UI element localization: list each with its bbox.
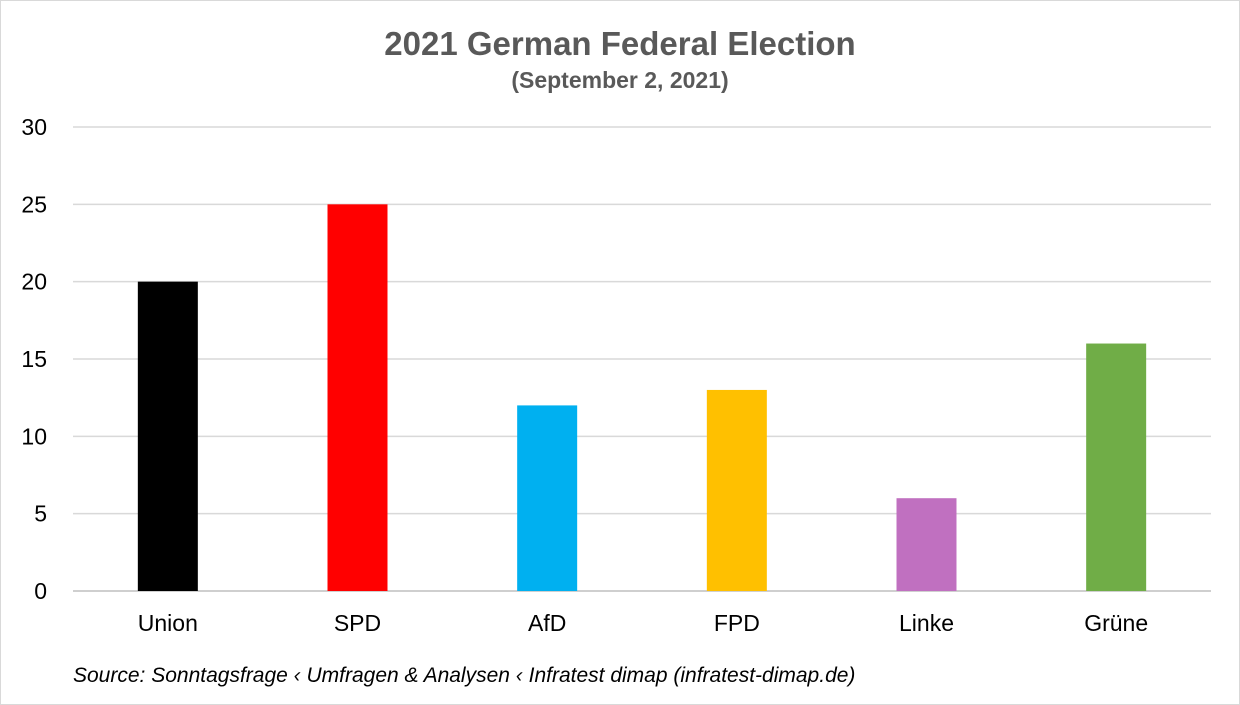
gridlines (73, 126, 1211, 592)
x-axis-ticks: Union SPD AfD FPD Linke Grüne (138, 610, 1148, 636)
x-tick-label: SPD (334, 610, 381, 636)
bar-afd (517, 405, 578, 591)
bar-linke (896, 498, 957, 591)
source-note: Source: Sonntagsfrage ‹ Umfragen & Analy… (73, 664, 855, 687)
bars (137, 204, 1147, 592)
x-tick-label: AfD (528, 610, 566, 636)
x-tick-label: Union (138, 610, 198, 636)
x-tick-label: FPD (714, 610, 760, 636)
bar-union (137, 281, 198, 591)
y-tick-label: 0 (34, 578, 47, 604)
y-tick-label: 10 (21, 423, 47, 449)
y-tick-label: 5 (34, 501, 47, 527)
bar-gr-ne (1086, 343, 1147, 591)
chart-subtitle: (September 2, 2021) (511, 67, 728, 93)
y-tick-label: 25 (21, 191, 47, 217)
y-tick-label: 15 (21, 346, 47, 372)
chart-title: 2021 German Federal Election (384, 25, 855, 62)
y-axis-ticks: 0 5 10 15 20 25 30 (21, 114, 47, 604)
bar-fpd (706, 389, 767, 591)
y-tick-label: 30 (21, 114, 47, 140)
x-tick-label: Grüne (1084, 610, 1148, 636)
x-tick-label: Linke (899, 610, 954, 636)
bar-spd (327, 204, 388, 592)
y-tick-label: 20 (21, 269, 47, 295)
